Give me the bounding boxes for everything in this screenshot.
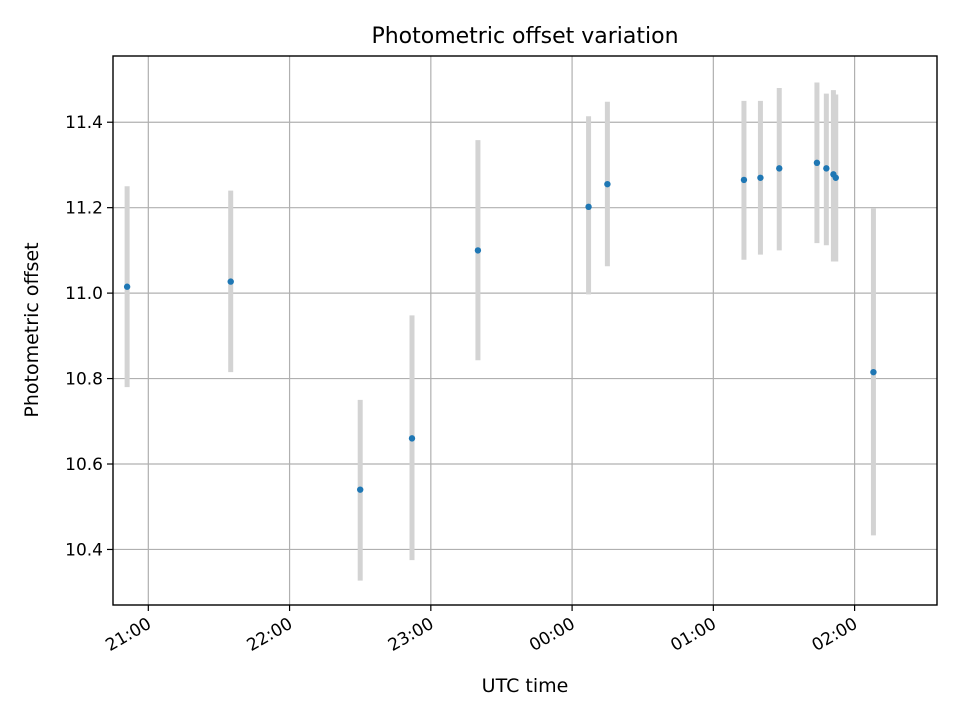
grid-lines <box>113 56 937 605</box>
y-tick-label: 11.2 <box>65 199 103 219</box>
y-tick-label: 10.4 <box>65 540 103 560</box>
x-tick-label: 21:00 <box>102 614 154 656</box>
data-point <box>604 180 611 188</box>
data-point <box>585 203 592 211</box>
plot-frame <box>112 55 938 606</box>
x-tick-label: 01:00 <box>667 614 719 656</box>
data-point <box>776 165 783 172</box>
data-point <box>823 165 830 172</box>
y-axis-label: Photometric offset <box>21 242 43 417</box>
data-point <box>474 247 482 254</box>
x-axis-ticks: 21:00 22:00 23:00 00:00 01:00 02:00 <box>102 605 861 656</box>
y-tick-label: 11.4 <box>65 113 103 133</box>
x-tick-label: 00:00 <box>526 614 578 656</box>
y-tick-label: 10.6 <box>65 455 103 475</box>
y-tick-label: 10.8 <box>65 370 103 390</box>
data-point <box>123 283 131 290</box>
chart-title: Photometric offset variation <box>371 24 678 49</box>
x-tick-label: 02:00 <box>809 614 861 656</box>
data-point <box>813 159 821 167</box>
data-points <box>123 159 877 493</box>
y-tick-label: 11.0 <box>65 284 103 304</box>
data-point <box>740 176 748 184</box>
x-tick-label: 22:00 <box>244 614 296 656</box>
data-point <box>832 174 839 181</box>
data-point <box>227 278 234 285</box>
x-tick-label: 23:00 <box>385 614 437 656</box>
data-point <box>757 174 764 181</box>
data-point <box>357 486 364 493</box>
data-point <box>408 435 416 442</box>
x-axis-label: UTC time <box>482 675 569 697</box>
data-point <box>870 368 877 376</box>
error-bars <box>124 82 876 581</box>
y-axis-ticks: 10.4 10.6 10.8 11.0 11.2 11.4 <box>65 113 113 560</box>
